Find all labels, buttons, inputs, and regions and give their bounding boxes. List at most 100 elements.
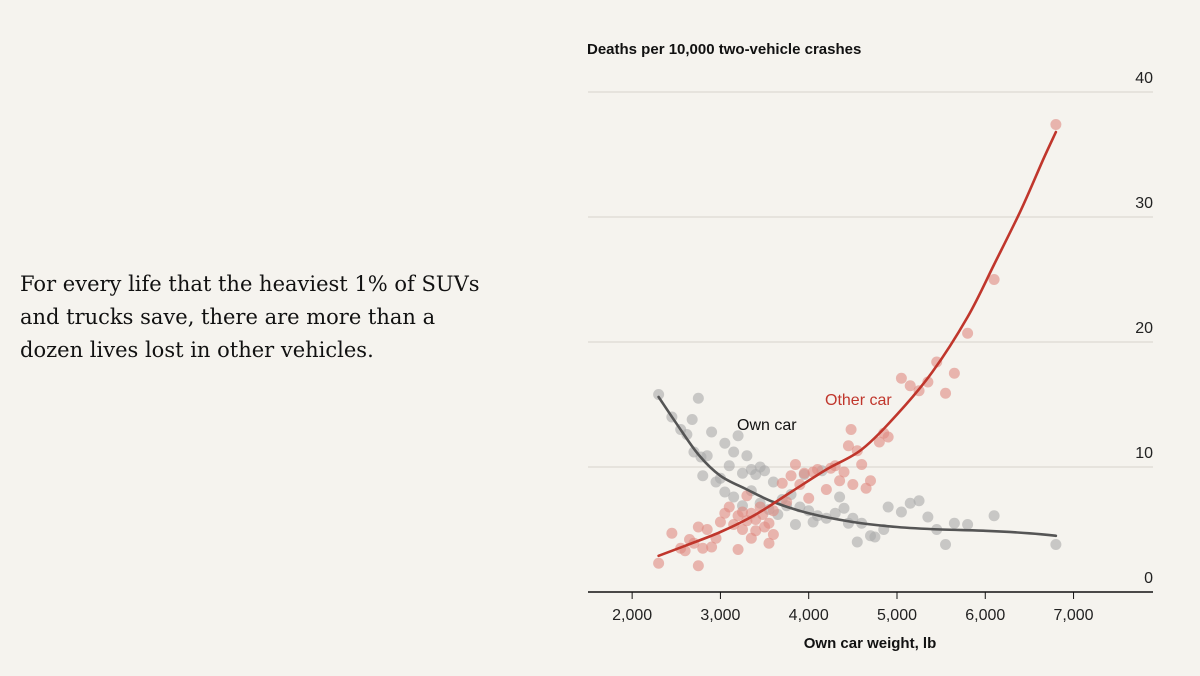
own-car-point [706,426,718,438]
x-tick-label: 3,000 [700,607,740,624]
chart-title: Deaths per 10,000 two-vehicle crashes [587,41,861,58]
own-car-point [719,437,731,449]
series-label-other-car: Other car [825,392,892,409]
other-car-curve [657,130,1058,558]
other-car-point [931,356,943,368]
y-axis: 0 10 20 30 40 [1135,70,1153,587]
own-car-point [962,519,974,530]
own-car-point [697,470,709,482]
x-tick-label: 5,000 [877,607,917,624]
other-car-point [750,525,762,537]
y-tick-label: 30 [1135,195,1153,212]
other-car-point [732,544,744,555]
own-car-point [732,430,744,442]
other-car-point [834,475,846,487]
other-car-point [847,479,859,490]
own-car-point [767,476,779,488]
other-car-point [904,380,916,392]
other-car-point [741,490,753,502]
other-car-point [785,470,797,482]
x-tick-label: 6,000 [965,607,1005,624]
own-car-point [807,516,819,528]
scatter-points [653,119,1062,572]
other-car-point [962,327,974,339]
own-car-point [728,491,740,503]
own-car-point [701,450,713,462]
own-car-point [851,536,863,548]
other-car-point [948,367,960,379]
own-car-point [904,497,916,509]
other-car-point [873,436,885,448]
other-car-point [789,459,801,470]
other-car-point [842,440,854,452]
own-car-point [692,392,704,404]
x-axis-label: Own car weight, lb [804,635,937,652]
other-car-point [732,510,744,522]
other-car-point [865,475,876,487]
own-car-point [789,519,801,530]
other-car-point [723,501,735,513]
other-car-point [706,541,718,553]
own-car-point [736,467,748,479]
other-car-point [763,537,775,549]
other-car-point [653,557,665,569]
other-car-point [1050,119,1062,130]
other-car-point [697,542,709,554]
own-car-point [940,539,952,550]
series-label-own-car: Own car [737,417,797,434]
other-car-point [666,527,678,539]
own-car-point [719,486,731,498]
x-axis: 2,000 3,000 4,000 5,000 6,000 7,000 [588,591,1153,624]
own-car-point [913,495,925,507]
y-tick-label: 10 [1135,445,1153,462]
own-car-point [895,506,907,518]
grid [588,91,1153,468]
own-car-point [869,531,881,543]
own-car-point [653,389,665,400]
other-car-point [776,477,788,489]
own-car-point [686,414,698,425]
other-car-point [838,466,850,478]
own-car-point [1050,539,1062,550]
y-tick-label: 40 [1135,70,1153,87]
own-car-point [759,465,771,477]
other-car-point [820,484,832,495]
other-car-point [701,524,713,535]
other-car-point [803,492,815,504]
own-car-point [829,507,841,519]
other-car-point [692,560,704,572]
other-car-point [714,516,726,528]
x-tick-label: 2,000 [612,607,652,624]
other-car-point [736,524,748,535]
other-car-point [988,274,1000,285]
other-car-point [692,521,704,533]
own-car-point [882,501,894,513]
other-car-point [856,459,868,470]
own-car-point [741,450,753,462]
own-car-point [714,472,726,484]
own-car-point [838,502,850,514]
other-car-point [763,517,775,529]
other-car-point [895,372,907,384]
x-tick-label: 7,000 [1054,607,1094,624]
own-car-point [948,517,960,529]
x-tick-label: 4,000 [789,607,829,624]
y-tick-label: 0 [1144,570,1153,587]
other-car-point [767,529,779,540]
other-car-point [940,387,952,399]
y-tick-label: 20 [1135,320,1153,337]
other-car-point [798,467,810,479]
other-car-point [922,376,934,388]
own-car-point [728,446,740,458]
own-car-point [922,511,934,523]
own-car-point [681,429,693,440]
caption: For every life that the heaviest 1% of S… [20,272,480,362]
series-labels: Own car Other car [737,392,892,434]
own-car-point [834,491,846,503]
own-car-point [723,460,735,472]
own-car-curve [657,395,1058,538]
other-car-point [845,424,857,435]
other-car-point [767,505,779,517]
other-car-point [882,431,894,443]
